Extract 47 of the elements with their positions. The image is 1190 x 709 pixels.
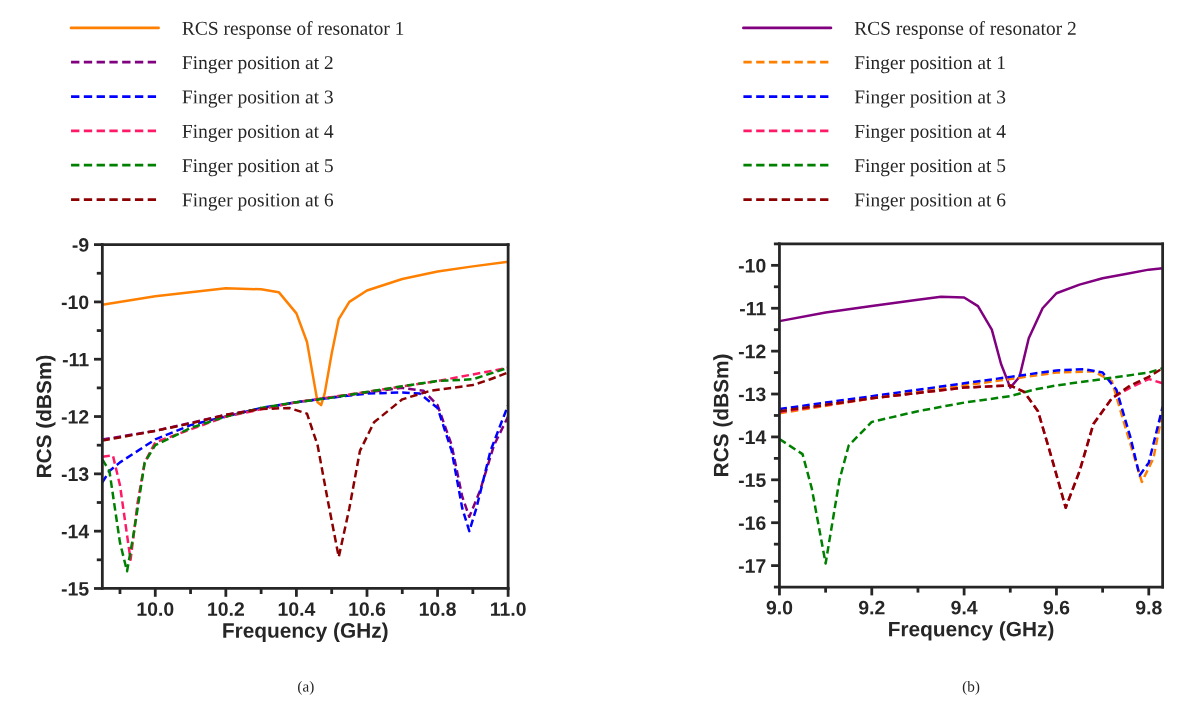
y-tick-label: -16: [738, 516, 766, 530]
x-axis-title: Frequency (GHz): [889, 621, 1054, 641]
y-tick-label: -14: [738, 430, 767, 444]
text: (b): [962, 680, 980, 695]
y-tick-label: -14: [61, 524, 90, 539]
legend-label: Finger position at 3: [854, 90, 1006, 108]
legend-label: RCS response of resonator 1: [182, 21, 404, 39]
text: (a): [298, 680, 314, 695]
x-tick-label: 9.0: [766, 600, 793, 615]
legend-label: Finger position at 3: [182, 90, 333, 108]
y-tick-label: -9: [72, 238, 89, 252]
y-tick-label: -12: [61, 410, 89, 424]
y-tick-label: -10: [61, 295, 89, 310]
y-tick-label: -12: [738, 344, 766, 359]
legend-label: Finger position at 5: [182, 159, 333, 177]
legend-label: Finger position at 4: [182, 124, 334, 142]
legend-label: Finger position at 6: [182, 193, 334, 211]
y-tick-label: -15: [738, 473, 766, 488]
legend-label: Finger position at 2: [182, 56, 333, 74]
line-series: [779, 367, 1163, 565]
x-tick-label: 9.6: [1043, 600, 1070, 615]
y-axis-title: RCS (dBSm): [36, 355, 56, 478]
x-tick-label: 9.2: [858, 600, 885, 615]
x-tick-label: 10.6: [349, 602, 386, 616]
y-tick-label: -11: [739, 301, 766, 316]
x-tick-label: 10.2: [208, 602, 244, 616]
line-series: [102, 260, 509, 407]
y-tick-label: -11: [62, 352, 89, 367]
y-tick-label: -10: [738, 258, 766, 273]
y-tick-label: -17: [738, 559, 766, 573]
x-axis-title: Frequency (GHz): [223, 622, 388, 642]
legend-label: Finger position at 4: [854, 124, 1006, 142]
x-tick-label: 11.0: [490, 602, 526, 616]
line-series: [779, 267, 1163, 389]
y-tick-label: -13: [61, 467, 89, 482]
y-axis-title: RCS (dBSm): [713, 354, 733, 476]
legend-label: Finger position at 6: [854, 193, 1006, 211]
x-tick-label: 10.0: [137, 602, 174, 616]
y-tick-label: -15: [61, 582, 89, 596]
legend-label: Finger position at 5: [854, 159, 1006, 177]
legend-label: RCS response of resonator 2: [854, 21, 1076, 39]
x-tick-label: 10.4: [278, 602, 316, 616]
x-tick-label: 9.8: [1135, 600, 1162, 615]
x-tick-label: 10.8: [419, 602, 456, 616]
y-tick-label: -13: [738, 387, 766, 402]
legend-label: Finger position at 1: [854, 56, 1005, 74]
x-tick-label: 9.4: [951, 600, 978, 615]
